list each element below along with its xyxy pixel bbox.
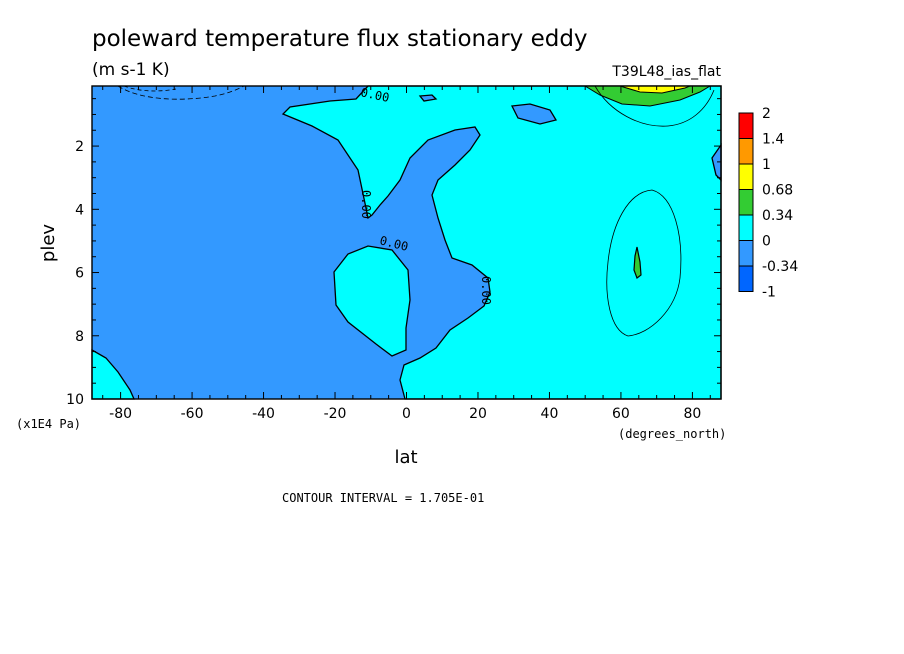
- colorbar-swatch: [738, 138, 754, 165]
- chart-title: poleward temperature flux stationary edd…: [92, 26, 588, 52]
- x-tick-label: 80: [683, 406, 701, 422]
- colorbar-label: 0.34: [762, 208, 793, 224]
- dataset-label: T39L48_ias_flat: [611, 64, 721, 80]
- colorbar-label: 0: [762, 234, 771, 250]
- x-tick-label: -20: [324, 406, 347, 422]
- colorbar-swatch: [738, 240, 754, 267]
- contour-labels: 0.00 0.00 0.00 0.00: [359, 85, 493, 305]
- x-unit-label: (degrees_north): [618, 427, 726, 441]
- colorbar-label: 0.68: [762, 183, 793, 199]
- colorbar-swatch: [738, 265, 754, 292]
- positive-region: [281, 85, 722, 400]
- high-region: [583, 85, 712, 107]
- x-tick-label: 40: [541, 406, 559, 422]
- thin-contour-top: [594, 85, 715, 127]
- negative-blob-small: [418, 94, 438, 102]
- negative-blob-upper: [511, 103, 558, 125]
- x-tick-label: 20: [469, 406, 487, 422]
- contour-label: 0.00: [359, 85, 390, 105]
- x-axis: -80 -60 -40 -20 0 20 40 60 80: [102, 86, 711, 422]
- colorbar-swatch: [738, 112, 754, 139]
- x-tick-label: -40: [252, 406, 275, 422]
- high-spike: [633, 246, 642, 279]
- x-tick-label: -60: [181, 406, 204, 422]
- colorbar-label: -1: [762, 285, 776, 301]
- colorbar-label: 2: [762, 106, 771, 122]
- contour-label: 0.00: [359, 190, 373, 219]
- x-tick-label: 60: [612, 406, 630, 422]
- y-tick-label: 4: [75, 202, 84, 218]
- colorbar: 2 1.4 1 0.68 0.34 0 -0.34 -1: [738, 106, 798, 301]
- contour-label: 0.00: [479, 276, 493, 305]
- y-tick-label: 8: [75, 329, 84, 345]
- plot-area: [91, 85, 722, 400]
- colorbar-swatch: [738, 189, 754, 216]
- positive-region-pocket: [333, 245, 411, 357]
- y-tick-label: 6: [75, 266, 84, 282]
- colorbar-label: -0.34: [762, 259, 798, 275]
- x-tick-label: -80: [109, 406, 132, 422]
- contour-interval-text: CONTOUR INTERVAL = 1.705E-01: [282, 491, 484, 505]
- colorbar-label: 1: [762, 157, 771, 173]
- colorbar-swatch: [738, 214, 754, 241]
- y-tick-label: 2: [75, 139, 84, 155]
- dashed-contour: [117, 85, 245, 100]
- x-tick-label: 0: [402, 406, 411, 422]
- thin-contour-oval: [606, 189, 682, 337]
- colorbar-swatch: [738, 163, 754, 190]
- chart-units: (m s-1 K): [92, 60, 170, 80]
- y-axis-title: plev: [38, 224, 59, 263]
- colorbar-label: 1.4: [762, 132, 784, 148]
- y-unit-label: (x1E4 Pa): [16, 417, 81, 431]
- y-tick-label: 10: [66, 392, 84, 408]
- y-axis: 2 4 6 8 10: [66, 98, 721, 408]
- x-axis-title: lat: [394, 447, 417, 468]
- contour-label: 0.00: [378, 233, 409, 254]
